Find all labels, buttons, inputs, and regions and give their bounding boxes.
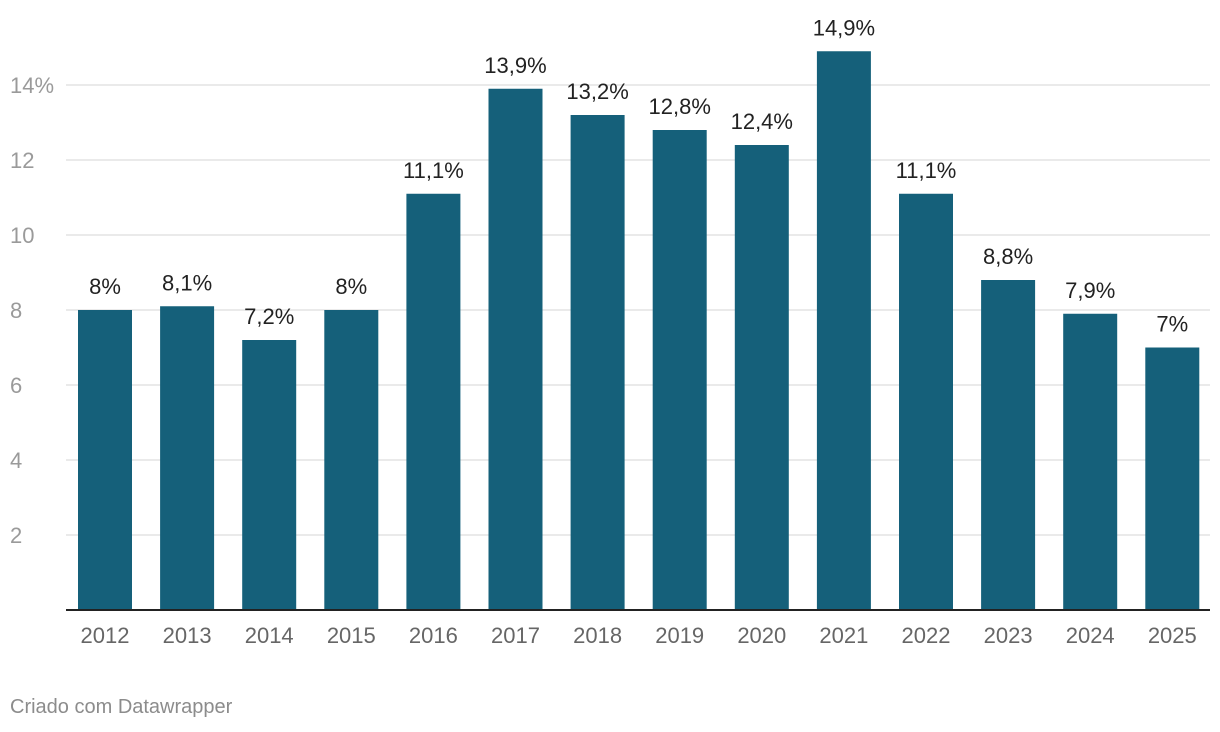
bar	[78, 310, 132, 610]
bar	[406, 193, 461, 610]
bar	[899, 193, 953, 610]
data-label: 7,2%	[244, 304, 294, 329]
data-label: 12,8%	[649, 94, 711, 119]
data-label: 8%	[89, 274, 121, 299]
data-label: 7,9%	[1065, 278, 1115, 303]
data-label: 8%	[335, 274, 367, 299]
x-tick-label: 2012	[81, 623, 130, 648]
data-label: 11,1%	[896, 158, 957, 183]
bar	[488, 88, 543, 610]
y-axis-ticks: 2 4 6 8 10 12 14%	[10, 73, 54, 548]
x-tick-label: 2020	[737, 623, 786, 648]
bar	[1063, 313, 1118, 610]
datawrapper-credit: Criado com Datawrapper	[10, 696, 233, 718]
data-label: 14,9%	[813, 15, 875, 40]
x-tick-label: 2023	[984, 623, 1033, 648]
bar	[570, 115, 625, 610]
data-label: 13,2%	[566, 79, 628, 104]
x-tick-label: 2021	[819, 623, 868, 648]
bar	[1145, 347, 1200, 610]
bar	[324, 310, 379, 610]
bar	[816, 51, 871, 610]
y-tick-label: 2	[10, 523, 22, 548]
data-label: 8,1%	[162, 270, 212, 295]
data-label: 7%	[1156, 312, 1188, 337]
x-tick-label: 2015	[327, 623, 376, 648]
data-labels: 8% 8,1% 7,2% 8% 11,1% 13,9% 13,2% 12,8% 12,4% 14,…	[89, 15, 1188, 336]
data-label: 8,8%	[983, 244, 1033, 269]
bars	[78, 51, 1200, 610]
data-label: 12,4%	[731, 109, 793, 134]
x-tick-label: 2022	[902, 623, 951, 648]
x-tick-label: 2016	[409, 623, 458, 648]
y-tick-label: 4	[10, 448, 22, 473]
bar	[981, 280, 1036, 610]
y-tick-label: 6	[10, 373, 22, 398]
data-label: 11,1%	[403, 158, 464, 183]
x-tick-label: 2017	[491, 623, 540, 648]
y-tick-label: 12	[10, 148, 34, 173]
x-tick-label: 2013	[163, 623, 212, 648]
bar	[242, 340, 297, 610]
bar	[160, 306, 215, 610]
x-tick-label: 2024	[1066, 623, 1115, 648]
x-tick-label: 2025	[1148, 623, 1197, 648]
x-axis-ticks: 2012 2013 2014 2015 2016 2017 2018 2019 2020 2021…	[81, 623, 1197, 648]
y-tick-label: 8	[10, 298, 22, 323]
data-label: 13,9%	[484, 53, 546, 78]
x-tick-label: 2019	[655, 623, 704, 648]
x-tick-label: 2018	[573, 623, 622, 648]
bar	[652, 130, 707, 610]
bar	[734, 145, 789, 610]
bar-chart: 2 4 6 8 10 12 14% 8% 8,1% 7,2% 8% 11,1% 13,9% 13,2% 1…	[10, 15, 1210, 648]
x-tick-label: 2014	[245, 623, 294, 648]
gridlines	[66, 84, 1210, 536]
y-tick-label: 14%	[10, 73, 54, 98]
y-tick-label: 10	[10, 223, 34, 248]
